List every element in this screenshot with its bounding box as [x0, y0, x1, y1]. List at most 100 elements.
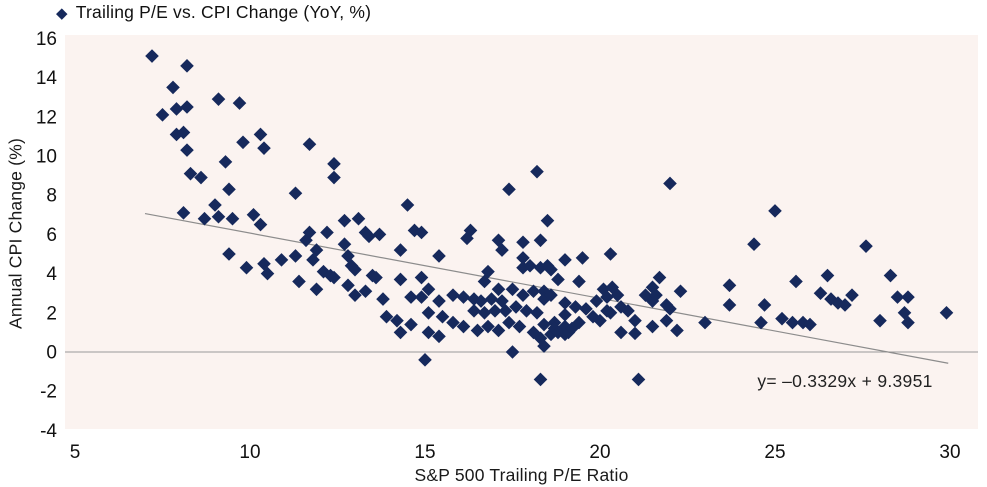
- data-point: [260, 266, 275, 281]
- data-point: [393, 272, 408, 287]
- data-point: [211, 92, 226, 106]
- chart-legend: ◆ Trailing P/E vs. CPI Change (YoY, %): [56, 2, 371, 23]
- data-point: [257, 141, 271, 155]
- y-tick-label: 10: [36, 147, 57, 168]
- data-point: [222, 247, 236, 261]
- data-point: [222, 182, 236, 197]
- y-axis-title: Annual CPI Change (%): [5, 138, 26, 329]
- data-point: [232, 96, 247, 110]
- data-point: [225, 211, 240, 226]
- trendline-equation-label: y= –0.3329x + 9.3951: [757, 371, 933, 391]
- y-tick-label: 0: [46, 343, 57, 364]
- data-point: [327, 157, 341, 171]
- data-point: [341, 278, 355, 293]
- data-point: [348, 262, 362, 277]
- data-point: [327, 170, 341, 185]
- data-point: [211, 209, 226, 224]
- data-point: [491, 323, 506, 338]
- legend-diamond-icon: ◆: [56, 5, 68, 22]
- data-point: [477, 306, 492, 320]
- data-point: [180, 143, 194, 157]
- data-point: [477, 274, 492, 289]
- data-point: [446, 288, 460, 302]
- data-point: [418, 353, 432, 367]
- data-point: [435, 309, 450, 324]
- data-point: [467, 304, 481, 318]
- data-point: [446, 315, 460, 330]
- data-point: [348, 288, 362, 302]
- data-point: [320, 225, 334, 240]
- data-point: [421, 282, 436, 297]
- data-point: [488, 304, 502, 318]
- y-tick-label: 12: [36, 107, 57, 128]
- data-point: [194, 170, 208, 185]
- data-point: [176, 125, 191, 140]
- data-point: [369, 270, 383, 285]
- y-tick-label: 14: [36, 68, 58, 89]
- y-tick-label: -4: [40, 421, 57, 442]
- data-point: [484, 292, 499, 306]
- data-point: [456, 290, 471, 304]
- data-point: [491, 282, 506, 297]
- data-point: [421, 325, 436, 340]
- data-point: [351, 211, 366, 226]
- data-point: [404, 317, 418, 332]
- data-point: [414, 225, 429, 240]
- data-point: [372, 227, 387, 242]
- data-point: [456, 319, 471, 334]
- x-tick-label: 5: [70, 442, 81, 463]
- data-point: [474, 294, 488, 308]
- y-tick-label: 16: [36, 29, 57, 50]
- data-point: [432, 294, 446, 308]
- plot-area: [65, 35, 978, 429]
- data-point: [180, 59, 194, 73]
- data-point: [498, 304, 513, 318]
- y-tick-label: 8: [46, 186, 57, 207]
- data-point: [470, 323, 485, 338]
- x-axis-title: S&P 500 Trailing P/E Ratio: [414, 465, 629, 485]
- data-point: [155, 108, 170, 122]
- data-point: [414, 270, 429, 285]
- data-point: [239, 260, 254, 275]
- y-tick-label: 6: [46, 225, 57, 246]
- data-point: [358, 284, 373, 299]
- data-point: [404, 290, 418, 304]
- data-point: [169, 127, 184, 142]
- x-tick-label: 25: [764, 442, 785, 463]
- data-point: [274, 253, 289, 267]
- data-point: [379, 309, 394, 324]
- data-point: [197, 211, 212, 226]
- data-point: [180, 100, 194, 114]
- y-tick-label: -2: [40, 382, 57, 403]
- data-point: [390, 313, 404, 328]
- data-point: [414, 290, 429, 304]
- data-point: [253, 217, 268, 232]
- data-point: [327, 270, 341, 285]
- data-point: [169, 102, 184, 116]
- data-point: [460, 231, 474, 246]
- data-point: [145, 49, 159, 63]
- data-point: [299, 233, 313, 248]
- data-point: [183, 166, 198, 181]
- legend-label: Trailing P/E vs. CPI Change (YoY, %): [75, 2, 372, 22]
- data-point: [309, 282, 324, 297]
- data-point: [421, 306, 436, 320]
- data-point: [400, 198, 415, 212]
- x-tick-label: 20: [589, 442, 610, 463]
- data-point: [218, 155, 233, 169]
- x-tick-label: 10: [239, 442, 260, 463]
- x-tick-label: 30: [939, 442, 960, 463]
- data-point: [236, 135, 250, 150]
- data-point: [337, 213, 352, 228]
- y-tick-label: 4: [46, 264, 57, 285]
- data-point: [481, 319, 495, 334]
- y-tick-label: 2: [46, 303, 57, 324]
- data-point: [166, 80, 180, 95]
- data-point: [176, 206, 191, 220]
- x-tick-label: 15: [414, 442, 435, 463]
- data-point: [376, 292, 390, 306]
- data-point: [393, 325, 408, 340]
- data-point: [292, 274, 306, 289]
